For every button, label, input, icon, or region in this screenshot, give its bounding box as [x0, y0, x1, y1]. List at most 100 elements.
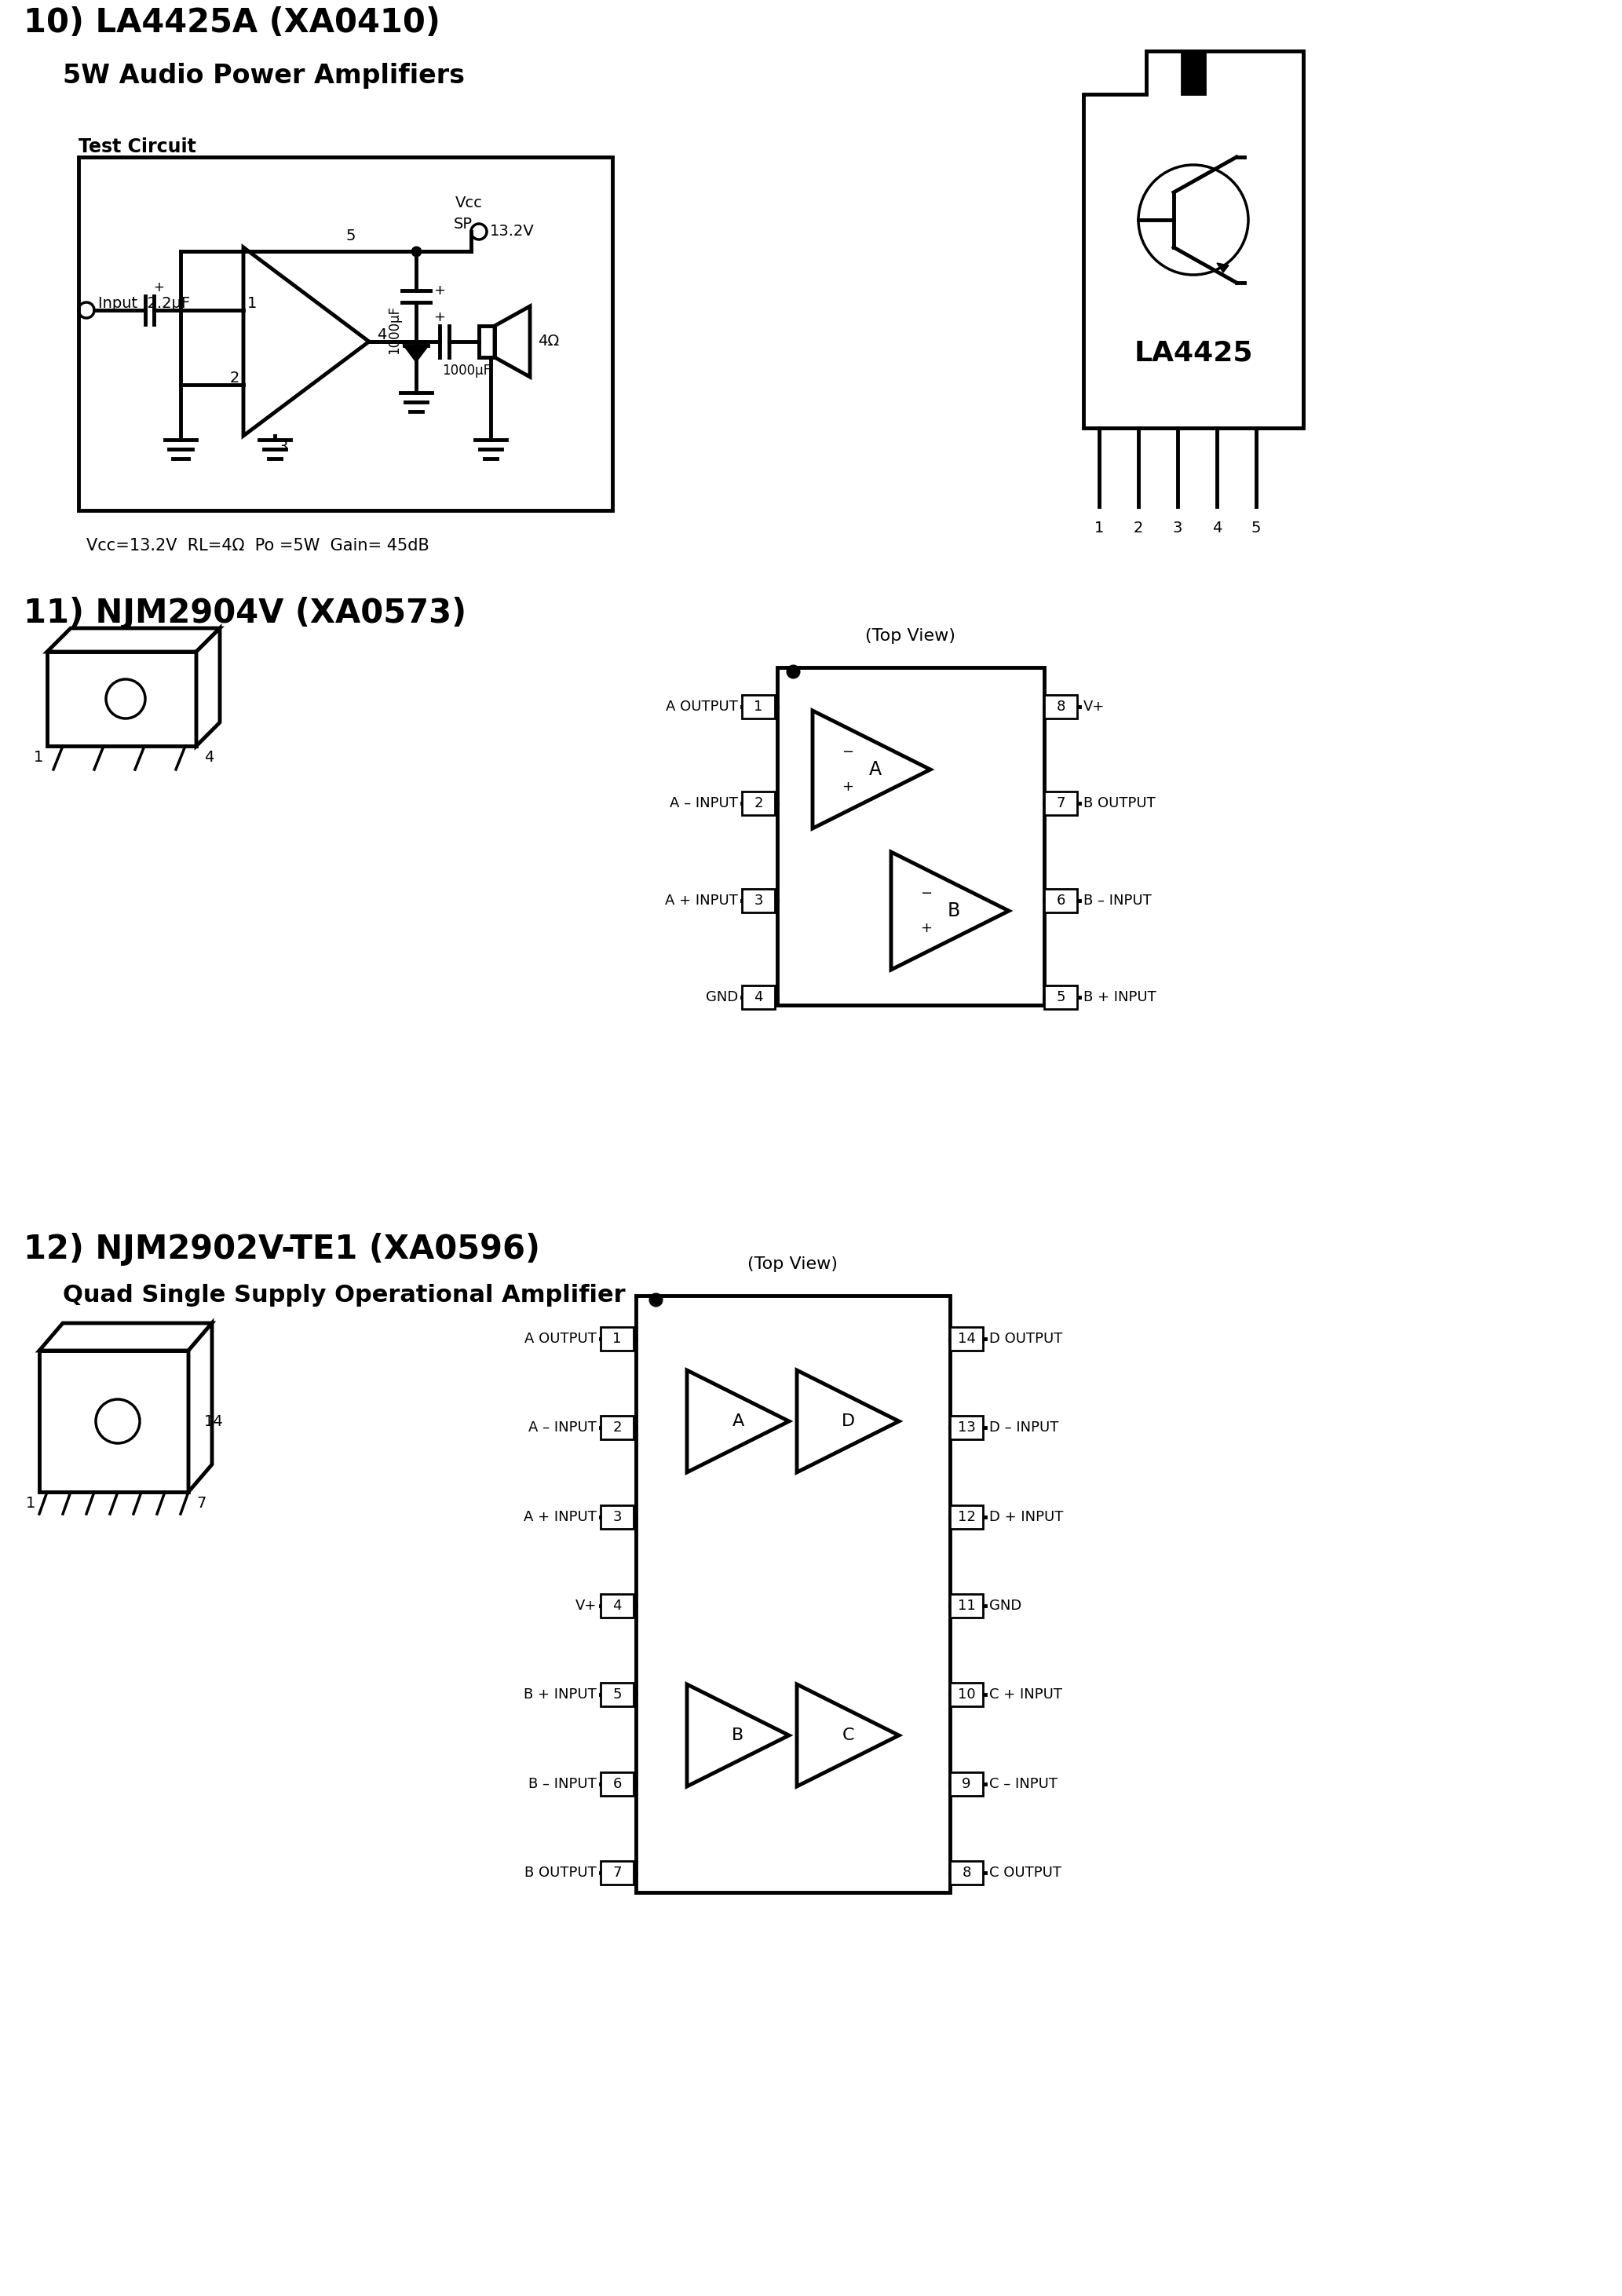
Text: 4: 4 — [613, 1598, 621, 1612]
Bar — [600, 1773, 634, 1795]
Bar — [741, 696, 775, 719]
Text: 12) NJM2902V-TE1 (XA0596): 12) NJM2902V-TE1 (XA0596) — [24, 1233, 540, 1265]
Text: 9: 9 — [962, 1777, 972, 1791]
Text: (Top View): (Top View) — [748, 1256, 839, 1272]
Text: B – INPUT: B – INPUT — [1083, 893, 1152, 907]
Text: A: A — [869, 760, 882, 778]
Text: 14: 14 — [204, 1414, 224, 1428]
Text: A – INPUT: A – INPUT — [670, 797, 738, 810]
Text: Quad Single Supply Operational Amplifier: Quad Single Supply Operational Amplifier — [63, 1283, 626, 1306]
Text: C: C — [842, 1727, 855, 1743]
Text: 3: 3 — [754, 893, 762, 907]
Bar — [741, 889, 775, 912]
Bar — [600, 1862, 634, 1885]
Text: B + INPUT: B + INPUT — [524, 1688, 597, 1701]
Text: 12: 12 — [957, 1511, 975, 1525]
Bar — [1181, 51, 1205, 94]
Bar — [600, 1504, 634, 1529]
Text: −: − — [920, 886, 933, 900]
Text: 4: 4 — [754, 990, 762, 1003]
Text: Vcc: Vcc — [456, 195, 483, 211]
Text: Test Circuit: Test Circuit — [78, 138, 196, 156]
Polygon shape — [1083, 51, 1302, 427]
Text: A OUTPUT: A OUTPUT — [667, 700, 738, 714]
Text: 4: 4 — [1212, 521, 1221, 535]
Text: Vcc=13.2V  RL=4Ω  Po =5W  Gain= 45dB: Vcc=13.2V RL=4Ω Po =5W Gain= 45dB — [86, 537, 430, 553]
Text: 5: 5 — [1056, 990, 1066, 1003]
Text: SP: SP — [454, 216, 472, 232]
Bar — [600, 1417, 634, 1440]
Text: 11) NJM2904V (XA0573): 11) NJM2904V (XA0573) — [24, 597, 467, 629]
Text: 3: 3 — [1173, 521, 1182, 535]
Text: 1000μF: 1000μF — [388, 305, 401, 354]
Text: 3: 3 — [613, 1511, 621, 1525]
Text: GND: GND — [989, 1598, 1022, 1612]
Text: B OUTPUT: B OUTPUT — [1083, 797, 1155, 810]
Bar — [741, 792, 775, 815]
Text: +: + — [921, 921, 933, 934]
Text: A + INPUT: A + INPUT — [524, 1511, 597, 1525]
Bar — [1045, 889, 1077, 912]
Bar — [1045, 696, 1077, 719]
Bar — [600, 1683, 634, 1706]
Text: 5: 5 — [1251, 521, 1260, 535]
Text: Input  2.2μF: Input 2.2μF — [99, 296, 190, 310]
Polygon shape — [39, 1350, 188, 1492]
Text: 3: 3 — [279, 441, 289, 455]
Text: 1: 1 — [247, 296, 256, 310]
Bar — [950, 1773, 983, 1795]
Polygon shape — [196, 629, 221, 746]
Text: 1: 1 — [1095, 521, 1105, 535]
Text: D + INPUT: D + INPUT — [989, 1511, 1064, 1525]
Text: LA4425: LA4425 — [1134, 340, 1252, 367]
Text: 6: 6 — [1056, 893, 1066, 907]
Text: A – INPUT: A – INPUT — [529, 1421, 597, 1435]
Text: +: + — [433, 310, 444, 324]
Text: 4: 4 — [376, 328, 386, 342]
Text: 2: 2 — [754, 797, 762, 810]
Text: 11: 11 — [957, 1598, 975, 1612]
Text: 7: 7 — [196, 1497, 206, 1511]
Text: 1: 1 — [26, 1497, 36, 1511]
Text: −: − — [842, 746, 853, 760]
Bar — [600, 1593, 634, 1619]
Bar — [478, 326, 495, 358]
Text: (Top View): (Top View) — [866, 629, 955, 643]
Text: 5: 5 — [613, 1688, 621, 1701]
Text: 10) LA4425A (XA0410): 10) LA4425A (XA0410) — [24, 7, 440, 39]
Text: 1000μF: 1000μF — [443, 363, 491, 379]
Bar — [950, 1327, 983, 1350]
Text: D – INPUT: D – INPUT — [989, 1421, 1059, 1435]
Text: 13: 13 — [957, 1421, 975, 1435]
Polygon shape — [47, 629, 221, 652]
Bar — [950, 1504, 983, 1529]
Text: 4: 4 — [204, 751, 214, 765]
Bar — [1045, 985, 1077, 1008]
Text: 5: 5 — [345, 230, 355, 243]
Polygon shape — [47, 652, 196, 746]
Text: +: + — [842, 781, 853, 794]
Text: C + INPUT: C + INPUT — [989, 1688, 1062, 1701]
Text: A: A — [732, 1414, 744, 1428]
Polygon shape — [1216, 264, 1229, 273]
Text: 14: 14 — [957, 1332, 975, 1345]
Bar — [1045, 792, 1077, 815]
Text: B: B — [732, 1727, 744, 1743]
Text: V+: V+ — [1083, 700, 1105, 714]
Text: B: B — [947, 902, 960, 921]
Bar — [950, 1417, 983, 1440]
Text: 8: 8 — [962, 1867, 972, 1880]
Text: 8: 8 — [1056, 700, 1066, 714]
Polygon shape — [39, 1322, 212, 1350]
Text: B + INPUT: B + INPUT — [1083, 990, 1156, 1003]
Text: A OUTPUT: A OUTPUT — [524, 1332, 597, 1345]
Text: A + INPUT: A + INPUT — [665, 893, 738, 907]
Text: 7: 7 — [613, 1867, 621, 1880]
Text: 7: 7 — [1056, 797, 1066, 810]
Text: C – INPUT: C – INPUT — [989, 1777, 1058, 1791]
Text: 5W Audio Power Amplifiers: 5W Audio Power Amplifiers — [63, 62, 466, 90]
Text: B OUTPUT: B OUTPUT — [524, 1867, 597, 1880]
Text: 2: 2 — [613, 1421, 621, 1435]
Text: 1: 1 — [34, 751, 44, 765]
Text: V+: V+ — [576, 1598, 597, 1612]
